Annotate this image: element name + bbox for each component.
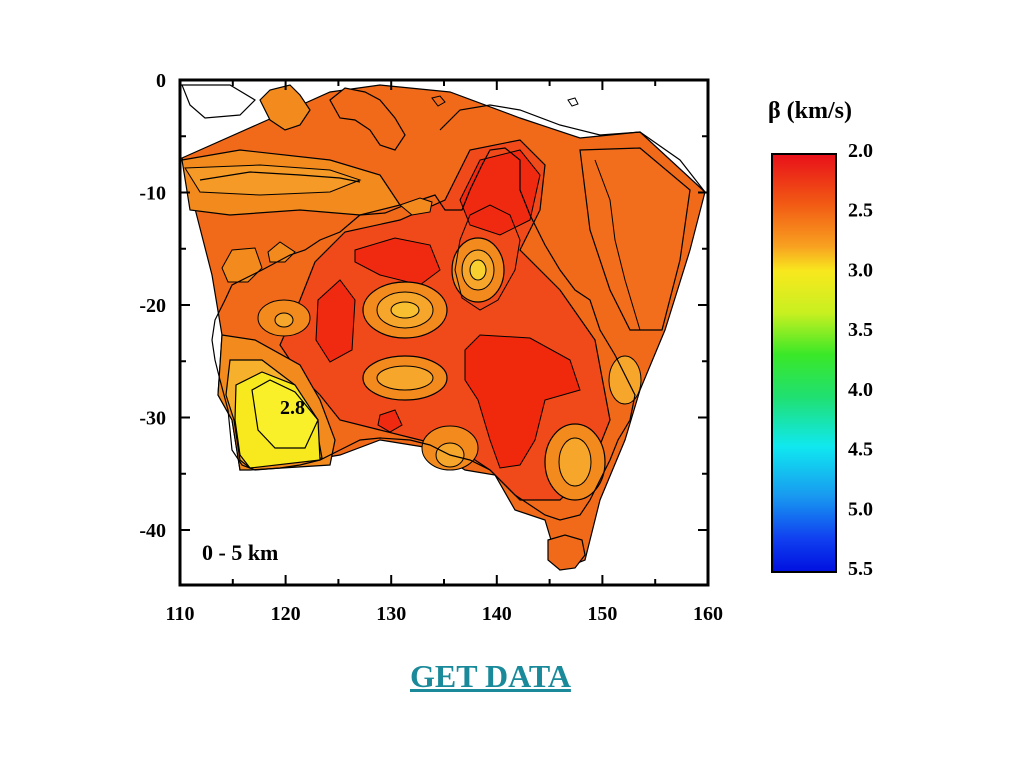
colorbar-tick-label: 5.0 bbox=[848, 498, 873, 520]
orange-patch-northwest bbox=[221, 247, 263, 283]
y-axis: 0 -10 -20 -30 -40 bbox=[139, 70, 708, 542]
x-tick-label: 120 bbox=[271, 603, 301, 625]
coastline-tasmania bbox=[547, 534, 586, 571]
colorbar-tick-label: 2.5 bbox=[848, 200, 873, 222]
colorbar: β (km/s) 2.0 2.5 3.0 3.5 4.0 4.5 5.0 5.5 bbox=[768, 98, 873, 580]
red-patch-small bbox=[377, 409, 403, 433]
coastline-borneo bbox=[259, 84, 311, 131]
red-patch-west bbox=[315, 279, 356, 363]
colorbar-tick-label: 4.5 bbox=[848, 439, 873, 461]
north-strip bbox=[184, 164, 362, 196]
colorbar-tick-label: 5.5 bbox=[848, 558, 873, 580]
coastline-gulf bbox=[454, 204, 521, 311]
coastline-island-ne bbox=[431, 95, 579, 107]
x-tick-label: 130 bbox=[376, 603, 406, 625]
y-tick-label: -30 bbox=[139, 408, 166, 430]
colorbar-tick-label: 2.0 bbox=[848, 140, 873, 162]
coastline-island-nw bbox=[181, 84, 256, 119]
coastline-islands bbox=[199, 171, 361, 183]
sw-yellow-core bbox=[251, 379, 319, 449]
coastline-sulawesi bbox=[329, 87, 406, 151]
coastline-timor bbox=[399, 197, 433, 216]
depth-label: 0 - 5 km bbox=[202, 540, 278, 565]
colorbar-gradient bbox=[771, 153, 837, 573]
colorbar-tick-label: 4.0 bbox=[848, 379, 873, 401]
colorbar-title: β (km/s) bbox=[768, 98, 852, 124]
y-tick-label: 0 bbox=[156, 70, 166, 92]
x-axis: 110 120 130 140 150 160 bbox=[166, 80, 723, 625]
colorbar-tick-label: 3.5 bbox=[848, 319, 873, 341]
coastline-east-range bbox=[594, 159, 660, 331]
y-tick-label: -20 bbox=[139, 295, 166, 317]
contour-label: 2.8 bbox=[280, 397, 305, 419]
y-tick-label: -10 bbox=[139, 183, 166, 205]
orange-high-east bbox=[608, 355, 642, 405]
velocity-map bbox=[181, 84, 706, 571]
x-tick-label: 160 bbox=[693, 603, 723, 625]
get-data-link[interactable]: GET DATA bbox=[410, 658, 571, 694]
colorbar-tick-label: 3.0 bbox=[848, 259, 873, 281]
x-tick-label: 110 bbox=[166, 603, 195, 625]
x-tick-label: 140 bbox=[482, 603, 512, 625]
coastline-newguinea bbox=[439, 104, 706, 193]
orange-patch-nw2 bbox=[267, 241, 296, 263]
red-patch-center bbox=[354, 237, 441, 286]
red-patch-southeast bbox=[464, 334, 581, 469]
y-tick-label: -40 bbox=[139, 520, 166, 542]
x-tick-label: 150 bbox=[587, 603, 617, 625]
